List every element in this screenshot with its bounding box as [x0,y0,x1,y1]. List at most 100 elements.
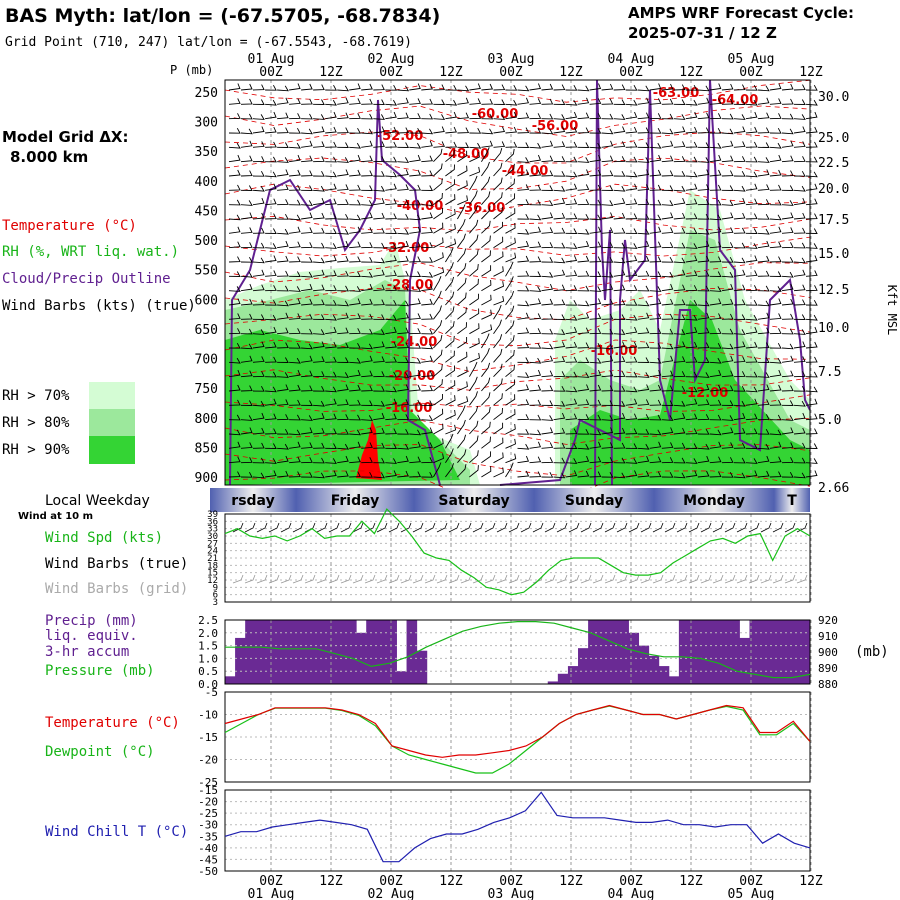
wind-barb [529,429,542,436]
wind-barb [553,114,566,120]
wind-barb [589,214,602,221]
precip-bar [305,620,317,684]
wind-barb-true [712,522,724,533]
wind-barb [228,328,241,335]
wind-barb [228,199,241,206]
temp-contour-label-14: -16.00 [591,344,638,359]
wind-barb [469,420,479,435]
wind-barb [325,255,337,263]
pressure-ytick-0: 880 [818,678,838,691]
wind-barb [553,126,566,134]
wind-barb [637,199,650,206]
wind-barb [577,384,590,392]
wind-barb [421,271,434,278]
wind-barb [409,298,421,306]
wind-barb [445,208,456,220]
wind-barb [228,441,241,449]
wind-barb [409,127,422,134]
wind-barb [385,243,397,249]
wind-barb [505,320,515,334]
wind-barb [565,243,578,249]
wind-barb [289,471,301,478]
wind-barb [349,154,361,163]
wind-barb [697,312,710,320]
wind-barb [240,283,253,292]
wind-barb [277,169,289,177]
wind-barb [469,166,481,177]
wind-barb [349,113,361,120]
wind-barb [649,313,662,320]
wind-barb [313,257,325,264]
wind-barb [793,400,806,407]
wind-barb [373,269,385,277]
wind-barb [469,219,479,234]
wind-barb [409,154,421,163]
wind-barb [697,372,710,378]
wind-barb [252,257,265,264]
wind-barb [493,266,504,277]
wind-barb [481,83,494,91]
wind-barb-true [388,522,400,533]
wind-barb [649,98,662,105]
wind-barb [277,312,289,320]
wind-barb [373,329,385,335]
wind-barb [721,200,734,206]
wind-barb [553,170,566,177]
wind-barb [625,84,638,91]
wind-barb-true [604,522,616,533]
temp-ytick--10: -10 [198,709,218,722]
wind-barb [769,429,782,436]
wind-barb [793,170,806,177]
wind-barb [601,98,614,105]
wind-barb [361,200,374,206]
bottom-hour-5: 12Z [559,874,583,889]
wind-barb [325,428,337,435]
wind-barb [421,442,433,449]
wind-barb [613,257,626,264]
wind-barb [757,312,770,320]
wind-ytick-39: 39 [207,510,218,520]
wind-barb [577,199,590,206]
wind-barb [625,314,638,321]
wind-barb [493,437,504,449]
wind-barb [601,256,614,263]
wind-barb [757,255,770,263]
wind-barb [685,270,698,277]
wind-barb [457,449,467,463]
wind-barb [697,127,710,134]
wind-barb [565,84,578,91]
wind-barb [289,429,301,436]
wind-barb [517,169,530,177]
wind-barb [409,429,422,436]
wind-barb [745,126,758,134]
wind-barb [625,341,638,349]
weekday-title: Local Weekday [45,493,150,509]
pressure-tick-650: 650 [195,323,218,338]
wind-barb [337,285,349,292]
wind-barb [529,456,542,464]
weekday-name-3: Sunday [565,493,623,509]
wind-barb [505,276,514,291]
wind-barb [325,183,337,191]
wind-barb [505,163,515,177]
wind-barb [252,385,265,392]
wind-barb [325,386,337,393]
wind-barb [697,169,710,177]
wind-barb [385,470,397,478]
wind-barb-true [292,522,304,533]
wind-barb [673,84,686,91]
wind-barb [457,322,467,335]
wind-barb [313,212,325,220]
wind-barb [565,213,578,220]
wind-barb [529,357,542,364]
wind-barb [709,429,722,436]
wc-ytick--40: -40 [198,842,218,855]
wind-barb-grid [232,574,244,584]
height-tick-4: 17.5 [818,213,849,228]
wind-barb [577,455,590,464]
wind-barb [301,98,313,105]
wind-barb [541,200,554,206]
wind-barb [457,396,469,406]
wind-barb [613,185,626,192]
wind-barb-true [268,522,280,533]
